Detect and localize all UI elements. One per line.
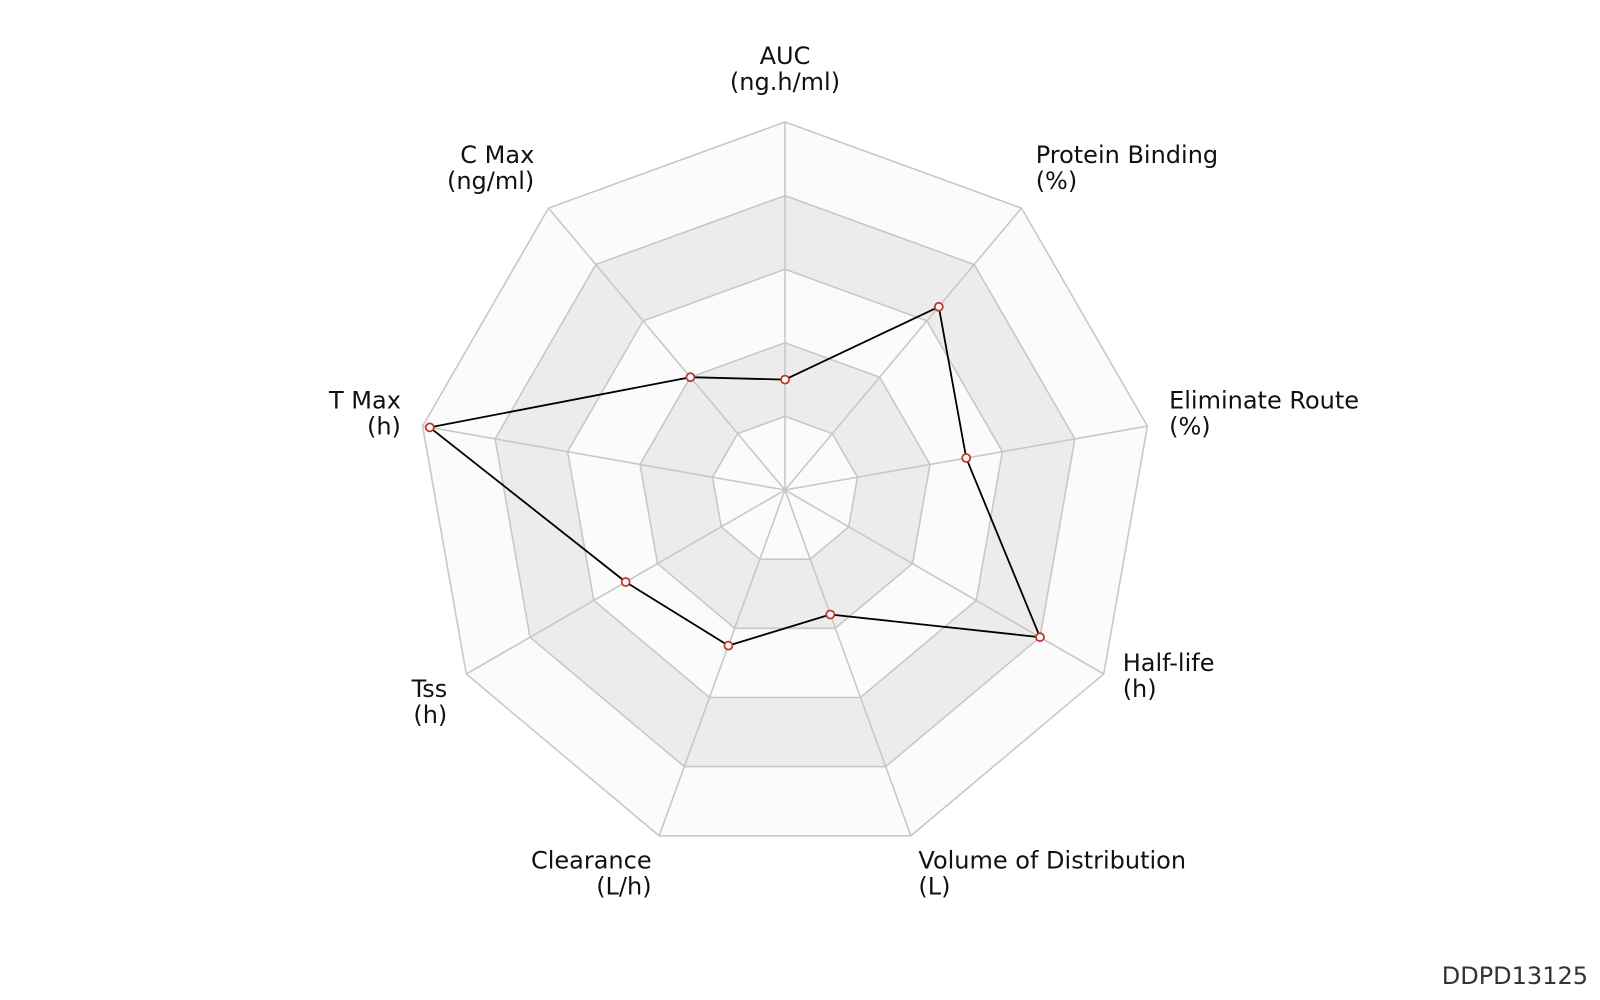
radar-ring-4 — [494, 194, 1076, 768]
radar-axis-labels: AUC (ng.h/ml)Protein Binding (%)Eliminate … — [328, 42, 1359, 901]
radar-ring-3 — [566, 268, 1004, 699]
axis-label-6: Tss (h) — [411, 675, 448, 729]
radar-ring-1 — [711, 415, 859, 561]
radar-spoke-8 — [547, 207, 786, 491]
axis-unit-0: (ng.h/ml) — [730, 68, 840, 96]
axis-name-3: Half-life — [1123, 649, 1215, 677]
axis-unit-6: (h) — [413, 701, 447, 729]
radar-point-6 — [620, 577, 631, 587]
radar-point-5 — [723, 640, 734, 651]
axis-label-3: Half-life (h) — [1123, 649, 1215, 703]
axis-name-5: Clearance — [531, 847, 652, 875]
radar-point-3 — [1035, 632, 1045, 643]
radar-spoke-3 — [784, 489, 1105, 675]
radar-series — [428, 305, 1041, 647]
radar-spoke-5 — [658, 489, 786, 837]
radar-spoke-1 — [784, 207, 1023, 491]
axis-unit-1: (%) — [1036, 167, 1078, 195]
radar-point-1 — [933, 301, 944, 312]
radar-point-4 — [825, 609, 836, 620]
axis-name-0: AUC — [760, 42, 811, 70]
radar-ring-5 — [421, 121, 1149, 837]
axis-label-0: AUC (ng.h/ml) — [730, 42, 840, 96]
radar-grid — [421, 121, 1149, 837]
axis-name-2: Eliminate Route — [1169, 386, 1359, 414]
axis-label-5: Clearance (L/h) — [531, 847, 652, 901]
radar-markers — [424, 301, 1045, 651]
radar-point-7 — [424, 422, 435, 433]
axis-label-4: Volume of Distribution (L) — [918, 847, 1186, 901]
axis-label-2: Eliminate Route (%) — [1169, 386, 1359, 440]
axis-name-8: C Max — [460, 141, 534, 169]
axis-name-1: Protein Binding — [1036, 141, 1218, 169]
radar-point-0 — [780, 374, 790, 385]
axis-label-8: C Max (ng/ml) — [447, 141, 534, 195]
axis-unit-3: (h) — [1123, 675, 1157, 703]
axis-name-6: Tss — [411, 675, 448, 703]
radar-spoke-7 — [422, 425, 786, 491]
axis-unit-7: (h) — [367, 412, 401, 440]
radar-point-8 — [685, 372, 696, 383]
axis-unit-5: (L/h) — [596, 873, 651, 901]
radar-point-2 — [961, 453, 972, 463]
radar-spoke-4 — [784, 489, 912, 837]
watermark-id: DDPD13125 — [1441, 962, 1588, 990]
axis-unit-8: (ng/ml) — [447, 167, 534, 195]
radar-series-line — [428, 305, 1041, 647]
axis-label-7: T Max (h) — [328, 386, 401, 440]
axis-name-7: T Max — [328, 386, 401, 414]
axis-unit-2: (%) — [1169, 412, 1211, 440]
axis-label-1: Protein Binding (%) — [1036, 141, 1218, 195]
axis-name-4: Volume of Distribution — [918, 847, 1186, 875]
axis-unit-4: (L) — [918, 873, 950, 901]
